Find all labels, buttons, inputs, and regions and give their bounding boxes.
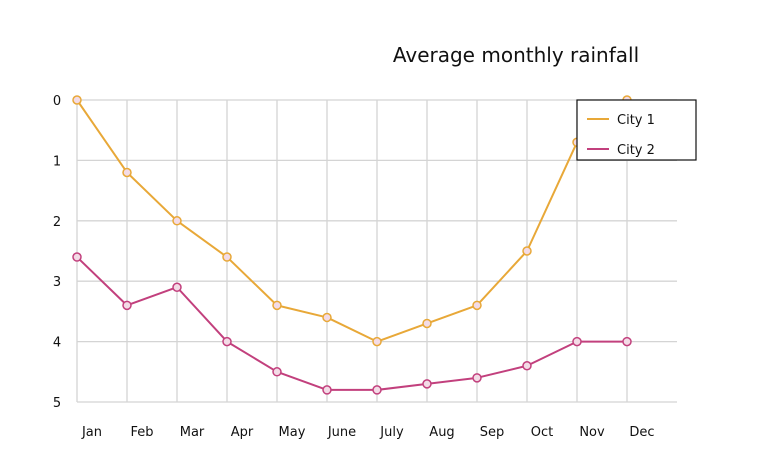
data-point — [172, 216, 182, 226]
x-tick-label: Mar — [180, 425, 205, 440]
x-tick-label: Aug — [429, 425, 454, 440]
data-point — [422, 318, 432, 329]
y-tick-label: 0 — [53, 94, 61, 109]
x-tick-label: July — [379, 425, 404, 440]
x-tick-label: Oct — [531, 425, 553, 440]
x-tick-label: Feb — [130, 425, 153, 440]
series-2 — [72, 252, 632, 395]
y-tick-label: 4 — [53, 336, 61, 351]
data-point — [322, 385, 332, 395]
data-point — [172, 282, 182, 292]
data-point — [472, 373, 482, 383]
x-axis-ticks: Jan Feb Mar Apr May June July Aug Sep Oct Nov Dec — [81, 425, 655, 440]
series-line — [76, 256, 627, 391]
y-tick-label: 2 — [53, 215, 61, 230]
x-tick-label: Dec — [629, 425, 654, 440]
series-layer — [72, 95, 632, 395]
data-point — [122, 300, 132, 311]
data-point — [622, 336, 632, 347]
data-point — [72, 252, 82, 262]
y-axis-ticks: 0 1 2 3 4 5 — [53, 94, 61, 411]
legend-label: City 2 — [617, 143, 655, 158]
data-point — [222, 336, 232, 347]
x-tick-label: Jan — [81, 425, 102, 440]
data-point — [272, 367, 282, 377]
data-point — [272, 300, 282, 311]
data-point — [472, 300, 482, 311]
x-tick-label: June — [327, 425, 356, 440]
data-point — [422, 379, 432, 389]
data-point — [222, 252, 232, 262]
legend-label: City 1 — [617, 113, 655, 128]
data-point — [522, 361, 532, 371]
data-point — [372, 336, 382, 347]
data-point — [72, 95, 82, 105]
y-tick-label: 5 — [53, 396, 61, 411]
data-point — [372, 385, 382, 395]
chart-title: Average monthly rainfall — [393, 43, 639, 67]
y-tick-label: 3 — [53, 275, 61, 290]
series-line — [76, 99, 628, 343]
legend: City 1 City 2 — [576, 99, 697, 161]
x-tick-label: May — [279, 425, 306, 440]
x-tick-label: Apr — [231, 425, 254, 440]
x-tick-label: Nov — [579, 425, 605, 440]
data-point — [322, 312, 332, 323]
x-tick-label: Sep — [480, 425, 505, 440]
data-point — [522, 246, 532, 256]
data-point — [572, 336, 582, 347]
data-point — [122, 167, 132, 178]
y-tick-label: 1 — [53, 154, 61, 169]
